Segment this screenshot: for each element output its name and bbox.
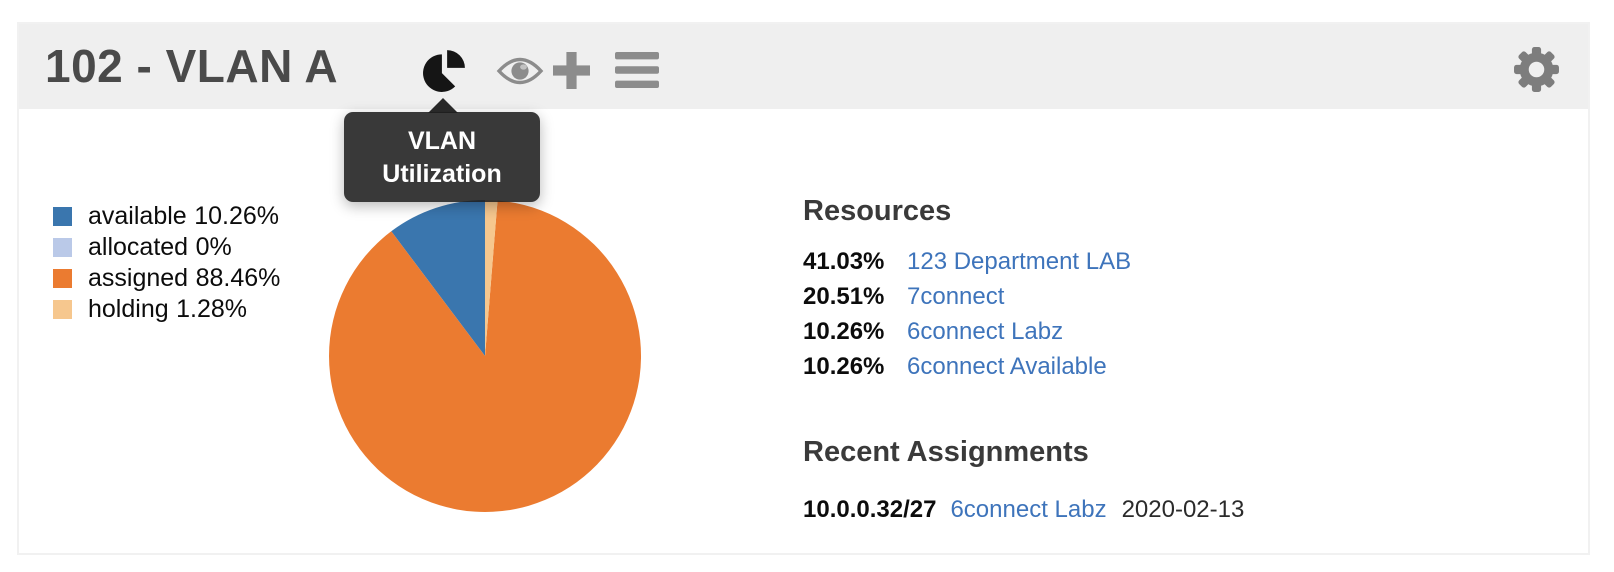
eye-icon: [496, 57, 544, 85]
assignment-resource-link[interactable]: 6connect Labz: [950, 496, 1107, 523]
widget-title: 102 - VLAN A: [45, 40, 339, 92]
widget-header: 102 - VLAN A: [19, 24, 1588, 109]
resource-link[interactable]: 6connect Labz: [907, 318, 1064, 345]
gear-icon: [1514, 47, 1559, 92]
resources-heading: Resources: [803, 195, 952, 227]
vlan-widget-panel: 102 - VLAN A: [17, 22, 1590, 555]
legend-swatch-holding: [53, 300, 72, 319]
legend-label: assigned 88.46%: [88, 264, 281, 292]
resource-percent: 10.26%: [803, 353, 885, 380]
add-button[interactable]: [553, 52, 590, 89]
legend-item-holding: holding 1.28%: [53, 294, 280, 325]
resource-link[interactable]: 123 Department LAB: [907, 248, 1132, 275]
tooltip-line-1: VLAN: [407, 127, 477, 155]
legend-swatch-assigned: [53, 269, 72, 288]
resources-list: 41.03% 123 Department LAB 20.51% 7connec…: [803, 248, 1573, 388]
plus-icon: [553, 52, 590, 89]
assignment-row: 10.0.0.32/27 6connect Labz 2020-02-13: [803, 496, 1573, 524]
resource-row: 10.26% 6connect Available: [803, 353, 1573, 388]
resource-row: 41.03% 123 Department LAB: [803, 248, 1573, 283]
resource-percent: 20.51%: [803, 283, 885, 310]
pie-slice-available[interactable]: [391, 200, 485, 356]
resource-percent: 41.03%: [803, 248, 885, 275]
tooltip-line-2: Utilization: [382, 160, 502, 188]
resource-link[interactable]: 7connect: [907, 283, 1005, 310]
settings-button[interactable]: [1513, 46, 1560, 93]
recent-assignments-heading: Recent Assignments: [803, 436, 1089, 468]
pie-chart-icon: [423, 50, 465, 92]
resource-row: 20.51% 7connect: [803, 283, 1573, 318]
menu-icon: [615, 52, 659, 88]
chart-legend: available 10.26% allocated 0% assigned 88.4…: [53, 201, 280, 325]
legend-label: available 10.26%: [88, 202, 279, 230]
assignment-date: 2020-02-13: [1121, 496, 1245, 523]
tooltip-arrow: [428, 98, 458, 113]
legend-item-allocated: allocated 0%: [53, 232, 280, 263]
pie-slice-assigned[interactable]: [329, 200, 642, 512]
visibility-button[interactable]: [496, 56, 544, 86]
assignment-block: 10.0.0.32/27: [803, 496, 937, 523]
resource-row: 10.26% 6connect Labz: [803, 318, 1573, 353]
legend-swatch-allocated: [53, 238, 72, 257]
vlan-utilization-pie-chart[interactable]: [328, 199, 642, 513]
legend-swatch-available: [53, 207, 72, 226]
pie-slice-holding[interactable]: [485, 199, 498, 356]
menu-button[interactable]: [615, 52, 659, 88]
legend-item-assigned: assigned 88.46%: [53, 263, 280, 294]
vlan-utilization-tooltip: VLAN Utilization: [344, 98, 540, 202]
details-column: Resources 41.03% 123 Department LAB 20.5…: [803, 196, 1573, 524]
resource-percent: 10.26%: [803, 318, 885, 345]
legend-label: allocated 0%: [88, 233, 232, 261]
legend-item-available: available 10.26%: [53, 201, 280, 232]
vlan-utilization-chart-button[interactable]: [421, 47, 467, 93]
resource-link[interactable]: 6connect Available: [907, 353, 1107, 380]
legend-label: holding 1.28%: [88, 295, 248, 323]
